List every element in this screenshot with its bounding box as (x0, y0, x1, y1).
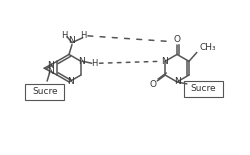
Text: Sucre: Sucre (191, 84, 216, 93)
Text: CH₃: CH₃ (200, 43, 216, 52)
FancyBboxPatch shape (184, 81, 223, 97)
Text: H: H (92, 59, 98, 68)
Text: N: N (78, 57, 85, 66)
Text: N: N (161, 57, 168, 66)
Text: H: H (61, 31, 67, 40)
Text: N: N (47, 61, 54, 70)
Text: H: H (80, 31, 87, 40)
Text: N: N (67, 77, 73, 86)
Text: O: O (174, 35, 180, 44)
Text: O: O (150, 80, 157, 89)
Text: N: N (68, 36, 75, 45)
Text: Sucre: Sucre (32, 87, 58, 96)
Text: N: N (47, 67, 54, 76)
Text: N: N (174, 77, 180, 86)
FancyBboxPatch shape (24, 84, 64, 100)
